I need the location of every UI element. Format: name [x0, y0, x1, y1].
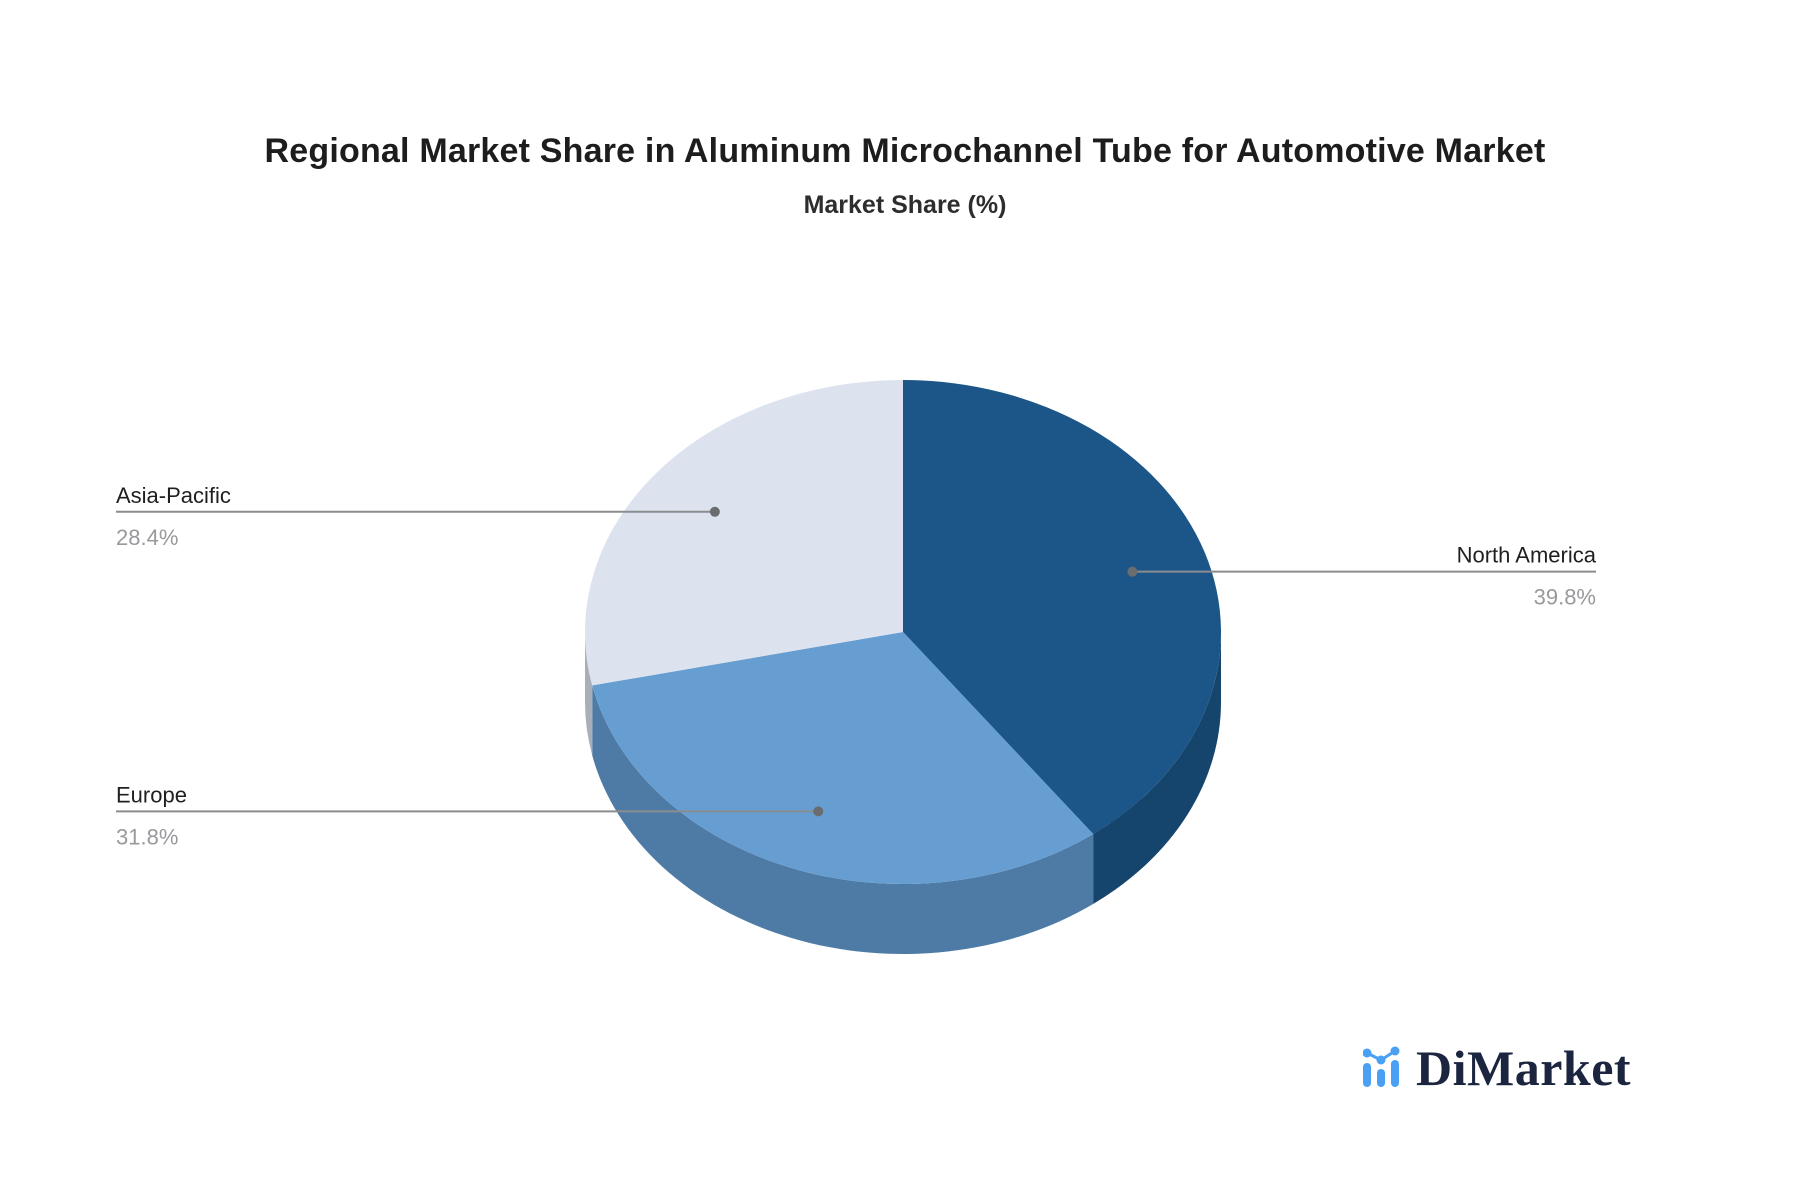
slice-value-asia-pacific: 28.4%: [116, 525, 178, 550]
leader-dot-europe: [813, 806, 824, 817]
pie-slice-north-america[interactable]: [903, 380, 1221, 834]
slice-label-europe: Europe: [116, 782, 187, 807]
pie-slice-asia-pacific[interactable]: [585, 380, 903, 686]
dimarket-logo-text: DiMarket: [1416, 1040, 1632, 1096]
pie-slice-side-europe: [592, 685, 1094, 954]
logo-dots: [1363, 1046, 1400, 1065]
chart-subtitle: Market Share (%): [803, 191, 1007, 219]
dimarket-logo: DiMarket: [1363, 1040, 1633, 1096]
pie-slice-side-asia-pacific: [585, 632, 593, 756]
leader-dot-asia-pacific: [709, 506, 720, 517]
leader-dot-north-america: [1127, 566, 1138, 577]
slice-label-asia-pacific: Asia-Pacific: [116, 483, 231, 508]
chart-title: Regional Market Share in Aluminum Microc…: [264, 132, 1546, 170]
slice-value-europe: 31.8%: [116, 824, 178, 849]
pie-slice-side-north-america: [1093, 632, 1221, 904]
slice-value-north-america: 39.8%: [1534, 585, 1596, 610]
pie-slice-europe[interactable]: [592, 632, 1094, 884]
slice-label-north-america: North America: [1457, 543, 1597, 568]
logo-bars: [1363, 1060, 1399, 1087]
dimarket-logo-icon: [1363, 1046, 1400, 1087]
